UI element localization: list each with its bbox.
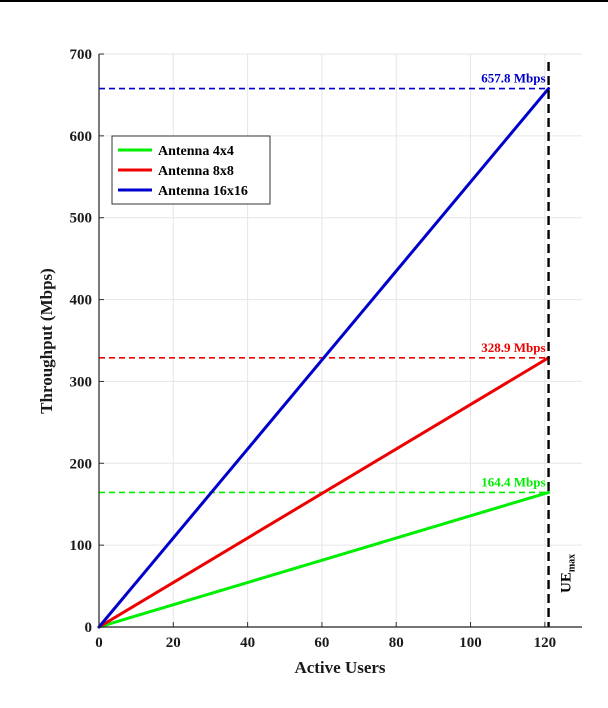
ue-max-marker: UEmax xyxy=(547,62,578,627)
y-tick-label: 700 xyxy=(70,47,93,63)
x-tick-label: 60 xyxy=(314,635,329,651)
series-line xyxy=(97,490,551,629)
y-tick-label: 300 xyxy=(70,374,93,390)
series-line xyxy=(97,87,551,629)
ue-max-label-main: UE xyxy=(559,572,575,593)
x-tick-label: 100 xyxy=(459,635,482,651)
x-axis-label: Active Users xyxy=(294,658,385,677)
reference-label: 657.8 Mbps xyxy=(481,71,545,86)
tick-labels: 0 20 40 60 80 100 120 0 100 200 300 400 500 600 700 xyxy=(70,47,557,651)
y-tick-label: 200 xyxy=(70,456,93,472)
series-lines xyxy=(97,87,551,629)
reference-annotations: 164.4 Mbps 328.9 Mbps 657.8 Mbps xyxy=(481,71,545,490)
axes xyxy=(98,53,582,628)
legend-label: Antenna 16x16 xyxy=(158,184,248,199)
legend-label: Antenna 8x8 xyxy=(158,164,234,179)
y-axis-label: Throughput (Mbps) xyxy=(37,268,56,414)
series-line xyxy=(97,356,551,629)
top-rule xyxy=(0,0,608,2)
reference-label: 164.4 Mbps xyxy=(481,474,545,489)
y-tick-label: 500 xyxy=(70,211,93,227)
y-tick-label: 100 xyxy=(70,538,93,554)
legend-label: Antenna 4x4 xyxy=(158,144,234,159)
x-tick-label: 0 xyxy=(95,635,103,651)
y-tick-label: 400 xyxy=(70,293,93,309)
reference-label: 328.9 Mbps xyxy=(481,340,545,355)
legend: Antenna 4x4 Antenna 8x8 Antenna 16x16 xyxy=(111,135,271,205)
x-tick-label: 120 xyxy=(534,635,557,651)
ue-max-label-sub: max xyxy=(567,554,578,572)
x-tick-label: 40 xyxy=(240,635,255,651)
x-tick-label: 80 xyxy=(389,635,404,651)
y-tick-label: 600 xyxy=(70,129,93,145)
ue-max-label: UEmax xyxy=(559,554,578,593)
x-tick-label: 20 xyxy=(166,635,181,651)
y-tick-label: 0 xyxy=(85,620,93,636)
